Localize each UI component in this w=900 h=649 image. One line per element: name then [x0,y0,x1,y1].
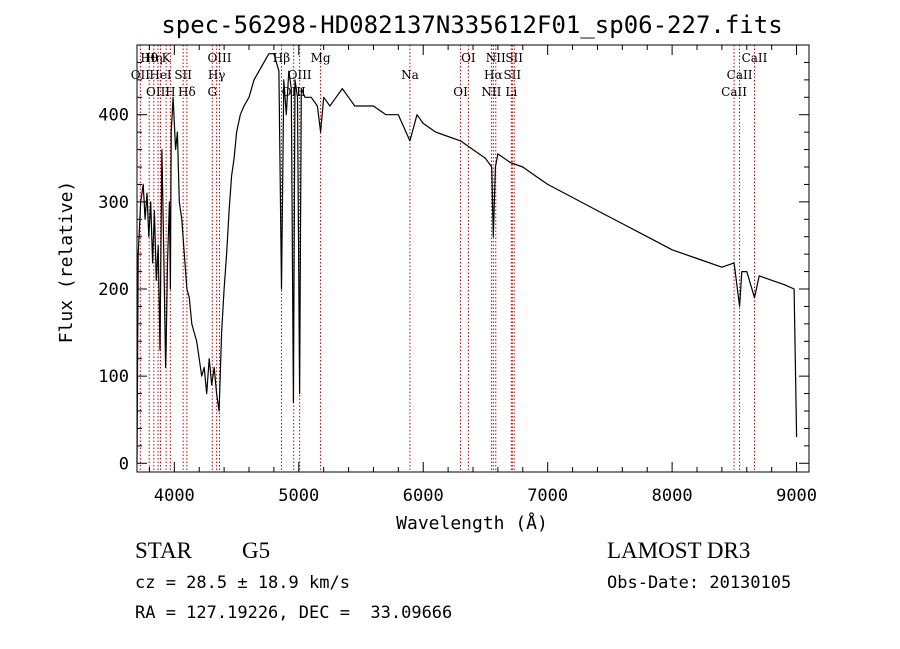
line-marker-label: Hγ [208,68,226,82]
line-marker-label: Mg [311,51,331,65]
line-marker-label: CaII [727,68,753,82]
ra-dec: RA = 127.19226, DEC = 33.09666 [135,603,453,623]
survey-name: LAMOST DR3 [607,538,751,563]
x-tick-label: 5000 [278,486,319,506]
y-tick-label: 200 [98,280,129,300]
y-tick-label: 300 [98,193,129,213]
line-marker-label: Li [505,85,517,99]
plot-frame [136,44,810,473]
x-tick-label: 6000 [403,486,444,506]
line-marker-label: OIII [207,51,231,65]
observation-date: Obs-Date: 20130105 [607,573,792,593]
line-marker-label: Hα [484,68,503,82]
line-marker-label: OIII [146,85,170,99]
chart-title: spec-56298-HD082137N335612F01_sp06-227.f… [161,11,782,39]
x-axis-label: Wavelength (Å) [396,512,548,534]
object-subclass: G5 [242,538,271,563]
y-tick-label: 400 [98,106,129,126]
line-marker-label: H [165,85,175,99]
line-marker-label: OI [453,85,468,99]
line-marker-label: NII [486,51,506,65]
line-marker-label: Na [401,68,419,82]
line-marker-label: OIII [288,68,312,82]
object-class: STAR [135,538,192,563]
line-marker-label: OII [131,68,151,82]
y-axis: 0 100 200 300 400 [98,61,809,474]
y-tick-label: 0 [119,454,129,474]
spectrum-line [136,53,798,464]
y-tick-label: 100 [98,367,129,387]
line-marker-label: Hδ [178,85,196,99]
redshift-cz: cz = 28.5 ± 18.9 km/s [135,573,350,593]
x-tick-label: 8000 [652,486,693,506]
line-marker-label: SII [174,68,192,82]
line-marker-label: Hθ [140,51,158,65]
line-marker-label: NII [481,85,501,99]
line-marker-label: SII [503,68,521,82]
x-tick-label: 4000 [154,486,195,506]
x-tick-label: 7000 [527,486,568,506]
line-marker-label: Hβ [273,51,290,65]
x-tick-label: 9000 [776,486,817,506]
line-marker-label: Hη [145,51,163,65]
series-layer [136,53,798,464]
line-marker-label: HeI [149,68,172,82]
line-marker-label: CaII [721,85,747,99]
x-axis: 4000 5000 6000 7000 8000 9000 [148,45,817,506]
line-marker-label: CaII [742,51,768,65]
line-marker-label: OI [461,51,476,65]
line-marker-label: G [207,85,217,99]
y-axis-label: Flux (relative) [56,181,77,344]
line-marker-label: SII [505,51,523,65]
line-marker-label: K [162,51,172,65]
